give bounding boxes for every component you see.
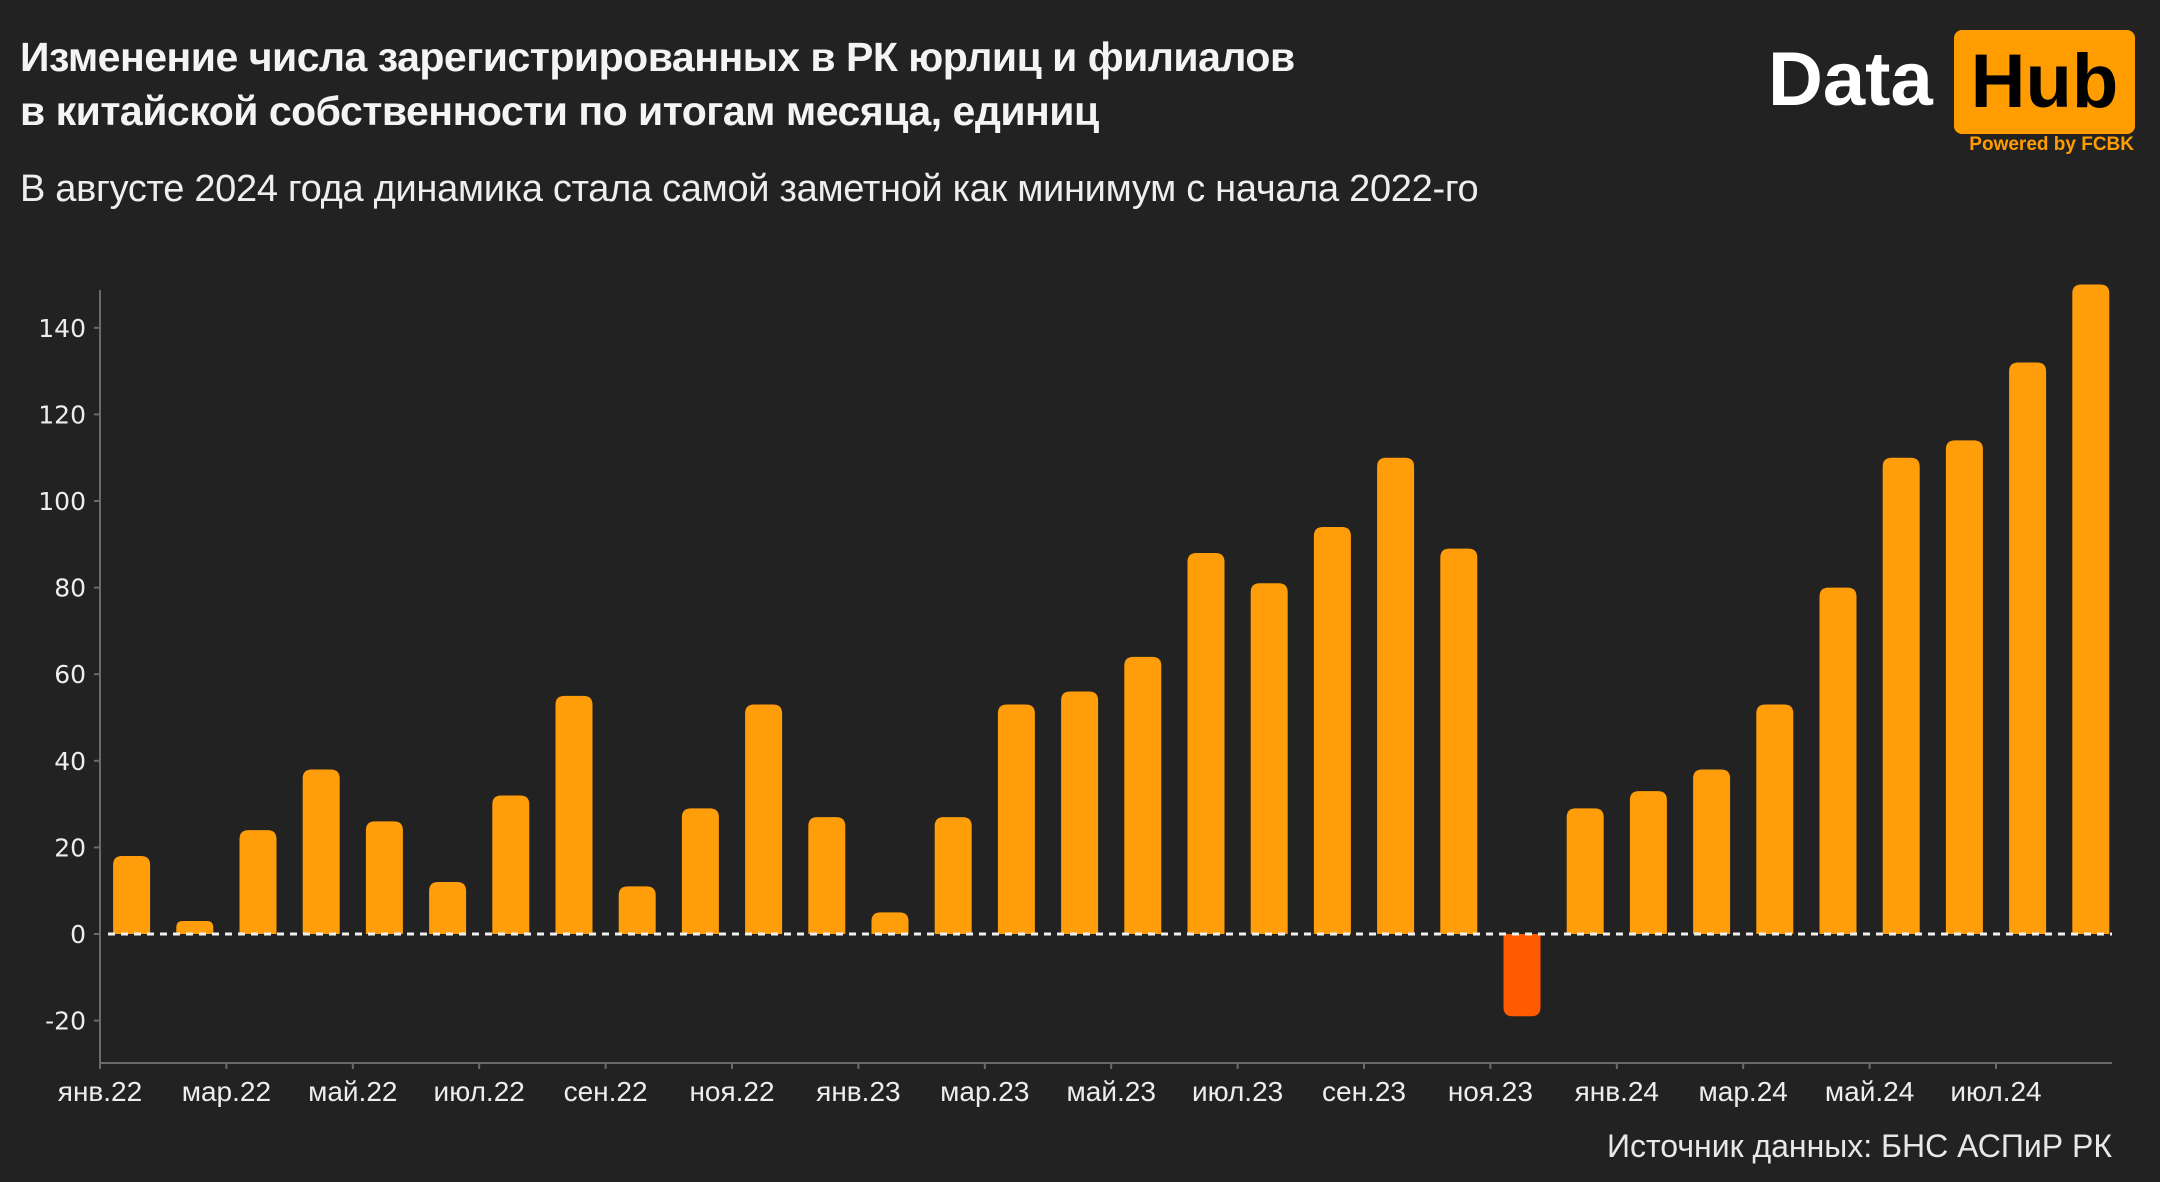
bar-фев.23 [934,817,972,934]
bar-мар.23 [997,704,1035,934]
logo-data-text: Data [1768,37,1933,122]
bar-июл.22 [492,795,530,934]
y-tick-label: 100 [38,487,86,516]
bar-июл.24 [2009,362,2047,934]
bar-ноя.23 [1503,934,1541,1017]
data-source: Источник данных: БНС АСПиР РК [1606,1128,2112,1164]
bar-май.24 [1882,457,1920,934]
datahub-logo: Data Hub Powered by FCBK [1768,16,2138,166]
bar-фев.24 [1693,769,1731,934]
y-tick-label: 40 [54,747,86,776]
bar-мар.22 [239,830,277,934]
bar-янв.23 [871,912,909,934]
x-tick-label: сен.23 [1322,1076,1406,1107]
bar-сен.22 [618,886,656,934]
bar-окт.22 [681,808,719,934]
bar-авг.22 [555,695,593,934]
bar-мар.24 [1756,704,1794,934]
x-tick-label: мар.22 [182,1076,271,1107]
bar-апр.22 [302,769,340,934]
x-tick-label: июл.23 [1192,1076,1283,1107]
x-tick-label: мар.24 [1699,1076,1788,1107]
bar-дек.23 [1566,808,1604,934]
bar-авг.23 [1313,526,1351,934]
bar-фев.22 [176,921,214,934]
bar-янв.22 [113,856,151,934]
x-tick-label: сен.22 [564,1076,648,1107]
bar-май.23 [1124,656,1162,934]
bar-дек.22 [808,817,846,934]
chart-title-line2: в китайской собственности по итогам меся… [20,88,1099,134]
x-tick-label: май.23 [1067,1076,1156,1107]
x-tick-label: ноя.22 [689,1076,774,1107]
x-tick-label: янв.23 [816,1076,900,1107]
x-tick-label: янв.24 [1575,1076,1659,1107]
x-tick-label: июл.22 [434,1076,525,1107]
bar-апр.24 [1819,587,1857,934]
y-tick-label: 60 [54,660,86,689]
chart-title-line1: Изменение числа зарегистрированных в РК … [20,34,1295,80]
chart-subtitle: В августе 2024 года динамика стала самой… [20,168,1479,210]
bar-апр.23 [1061,691,1099,934]
y-tick-label: 0 [70,920,86,949]
bar-окт.23 [1440,548,1478,934]
y-tick-label: 20 [54,833,86,862]
x-tick-label: ноя.23 [1448,1076,1533,1107]
bar-янв.24 [1629,791,1667,934]
y-tick-label: -20 [45,1007,86,1036]
y-tick-label: 80 [54,574,86,603]
bar-май.22 [365,821,403,934]
x-tick-label: мар.23 [940,1076,1029,1107]
y-tick-label: 140 [38,314,86,343]
x-tick-label: май.22 [308,1076,397,1107]
chart-title: Изменение числа зарегистрированных в РК … [20,30,1295,138]
bar-авг.24 [2072,284,2110,934]
x-tick-label: май.24 [1825,1076,1914,1107]
bar-июн.22 [429,882,467,934]
bar-июл.23 [1250,583,1288,934]
y-tick-label: 120 [38,400,86,429]
bar-сен.23 [1377,457,1415,934]
bar-ноя.22 [745,704,783,934]
bar-июн.24 [1945,440,1983,934]
x-tick-label: июл.24 [1950,1076,2041,1107]
logo-hub-badge: Hub [1954,30,2135,134]
logo-powered-by: Powered by FCBK [1969,134,2134,155]
bar-июн.23 [1187,552,1225,934]
x-tick-label: янв.22 [58,1076,142,1107]
